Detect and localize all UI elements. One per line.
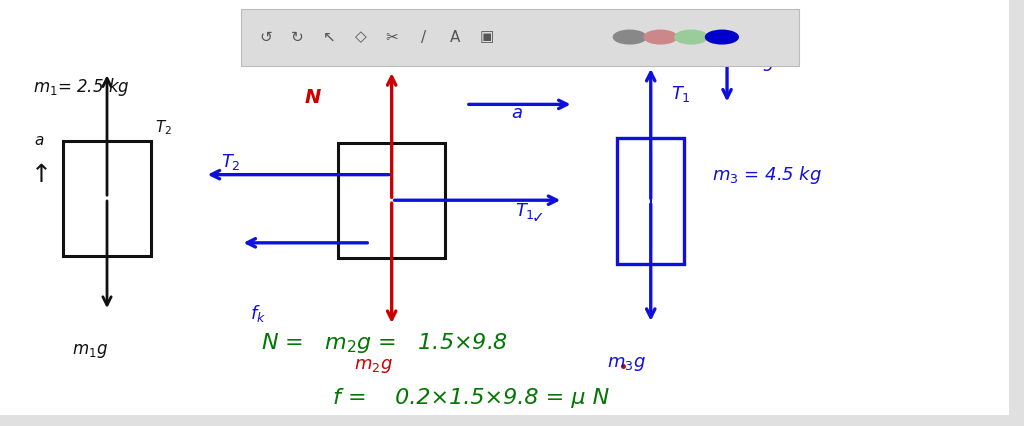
Text: a: a (34, 133, 44, 148)
Text: N: N (304, 89, 321, 107)
Text: $T_2$: $T_2$ (220, 152, 241, 172)
Circle shape (644, 30, 677, 44)
Bar (1009, 0, 1024, 426)
Text: ✓: ✓ (531, 210, 544, 225)
Text: a: a (512, 104, 522, 122)
Text: f =    0.2×1.5×9.8 = μ N: f = 0.2×1.5×9.8 = μ N (333, 389, 609, 408)
Text: $m_3$ = 4.5 kg: $m_3$ = 4.5 kg (712, 164, 822, 186)
Text: ↖: ↖ (323, 29, 336, 45)
Bar (241, 9, 799, 66)
Text: $m_2$ = 1.5 kg: $m_2$ = 1.5 kg (316, 27, 411, 46)
Text: $m_2g$: $m_2g$ (354, 357, 393, 375)
Text: /: / (421, 29, 426, 45)
Text: ↑: ↑ (31, 163, 51, 187)
Text: $T_1$: $T_1$ (671, 84, 691, 104)
Text: N =   $m_2g$ =   1.5×9.8: N = $m_2g$ = 1.5×9.8 (261, 331, 508, 355)
Text: $m_1$= 2.5 kg: $m_1$= 2.5 kg (33, 76, 129, 98)
Text: g: g (762, 53, 774, 71)
Text: $T_1$: $T_1$ (515, 201, 536, 221)
Text: ↺: ↺ (260, 29, 272, 45)
Bar (63, 141, 151, 256)
Text: A: A (450, 29, 460, 45)
Text: $T_2$: $T_2$ (156, 118, 172, 137)
Text: ↻: ↻ (291, 29, 304, 45)
Bar (0, 415, 1024, 426)
Text: $m_1g$: $m_1g$ (72, 343, 109, 360)
Text: $f_k$: $f_k$ (250, 302, 266, 324)
Text: ✂: ✂ (386, 29, 398, 45)
Circle shape (675, 30, 708, 44)
Circle shape (706, 30, 738, 44)
Text: ◇: ◇ (354, 29, 367, 45)
Circle shape (613, 30, 646, 44)
Text: $m_3g$: $m_3g$ (607, 355, 646, 373)
Bar (338, 143, 445, 258)
Text: ▣: ▣ (479, 29, 494, 45)
Bar (617, 138, 684, 264)
